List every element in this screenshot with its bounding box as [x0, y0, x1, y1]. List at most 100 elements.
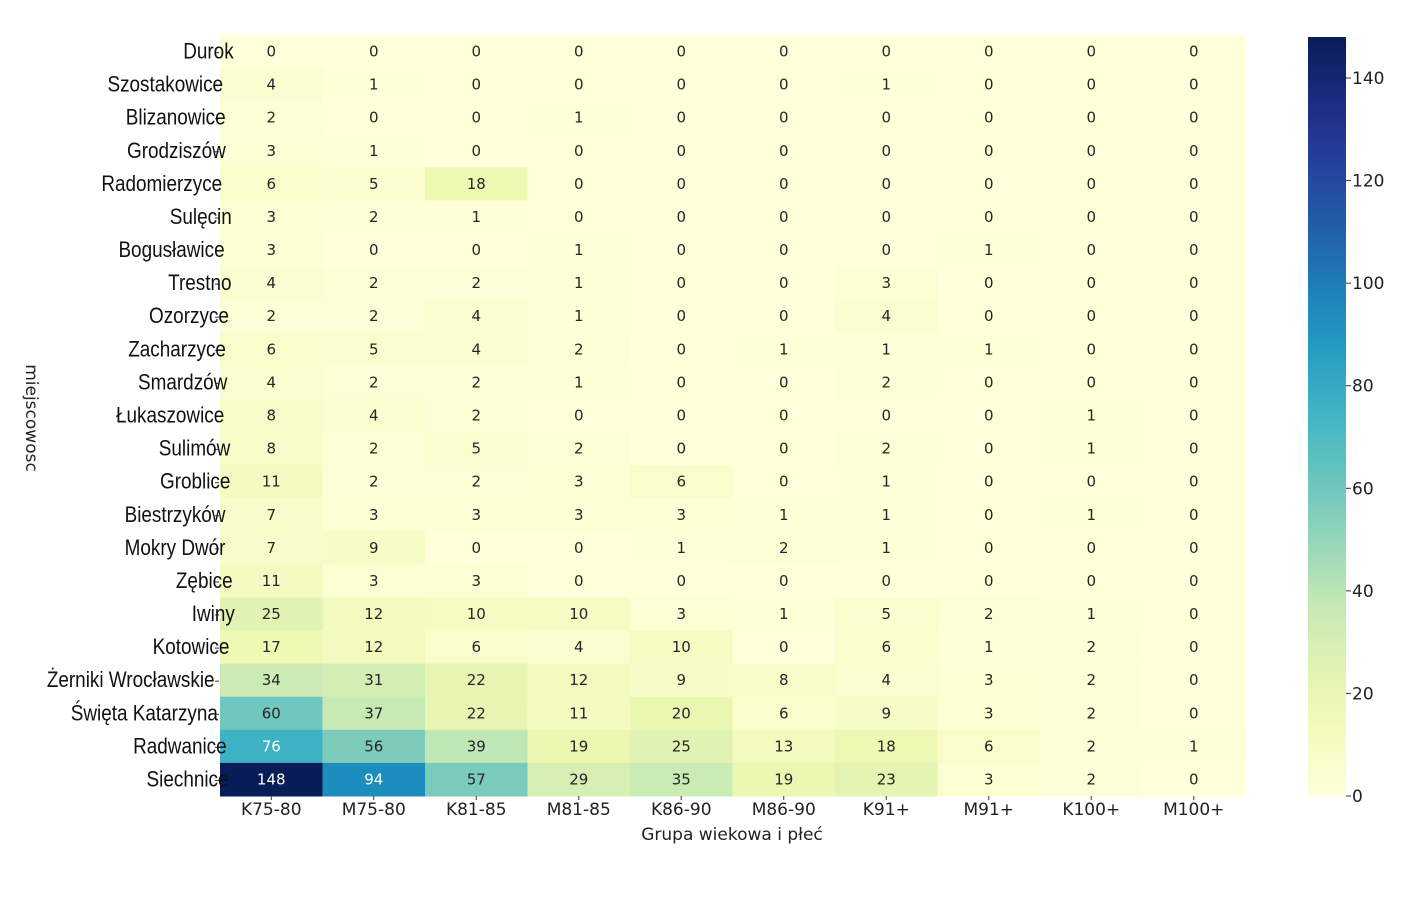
heatmap-cell — [220, 663, 323, 698]
cell-value-label: 0 — [1189, 43, 1199, 61]
cell-value-label: 0 — [984, 407, 994, 425]
cell-value-label: 3 — [574, 506, 584, 524]
cell-value-label: 0 — [471, 142, 481, 160]
cell-value-label: 10 — [672, 638, 691, 656]
heatmap-cell — [630, 365, 733, 400]
cell-value-label: 0 — [881, 572, 891, 590]
heatmap-cell — [835, 465, 938, 499]
heatmap-cell — [937, 663, 1041, 698]
colorbar-tick-label: 120 — [1352, 172, 1384, 192]
heatmap-cell — [425, 498, 528, 532]
cell-value-label: 2 — [471, 407, 481, 425]
heatmap-cell — [220, 531, 323, 565]
cell-value-label: 19 — [569, 737, 588, 755]
heatmap-cell — [1040, 597, 1143, 632]
heatmap-cell — [630, 167, 733, 201]
heatmap-cell — [1142, 200, 1246, 235]
cell-value-label: 6 — [266, 175, 276, 193]
heatmap-cell — [322, 398, 426, 433]
cell-value-label: 0 — [984, 440, 994, 458]
heatmap-cell — [937, 134, 1041, 168]
cell-value-label: 1 — [1086, 440, 1096, 458]
heatmap-cell — [1142, 729, 1246, 764]
cell-value-label: 0 — [779, 638, 789, 656]
cell-value-label: 11 — [569, 704, 588, 722]
heatmap-cell — [527, 465, 631, 499]
heatmap-cell — [1142, 134, 1246, 168]
heatmap-cell — [937, 233, 1041, 268]
heatmap-cell — [1040, 68, 1143, 102]
heatmap-cell — [732, 564, 836, 598]
column-label: M100+ — [1163, 800, 1224, 820]
heatmap-cell — [322, 266, 426, 301]
row-label: Zębice — [176, 569, 233, 594]
row-labels: Durok Szostakowice Blizanowice Grodziszów Ra… — [47, 39, 236, 792]
heatmap-cell — [527, 68, 631, 102]
heatmap-cell — [425, 200, 528, 235]
heatmap-cell — [1040, 663, 1143, 698]
cell-value-label: 0 — [779, 241, 789, 259]
heatmap-cell — [630, 200, 733, 235]
cell-value-label: 0 — [779, 109, 789, 127]
colorbar-tick-label: 40 — [1352, 582, 1374, 602]
heatmap-cell — [937, 167, 1041, 201]
heatmap-cell — [527, 365, 631, 400]
row-label: Żerniki Wrocławskie — [47, 668, 215, 693]
cell-value-label: 0 — [779, 43, 789, 61]
heatmap-cell — [527, 630, 631, 665]
column-label: M81-85 — [547, 800, 611, 820]
heatmap-cell — [835, 266, 938, 301]
heatmap-cell — [425, 465, 528, 499]
heatmap-cell — [835, 762, 938, 797]
cell-value-label: 2 — [369, 274, 379, 292]
row-label: Mokry Dwór — [125, 536, 226, 561]
heatmap-cell — [732, 597, 836, 632]
column-labels: K75-80 M75-80 K81-85 M81-85 K86-90 M86-90 K91+… — [241, 796, 1224, 820]
heatmap-cell — [1142, 498, 1246, 532]
cell-value-label: 0 — [574, 43, 584, 61]
heatmap-cell — [732, 200, 836, 235]
cell-value-label: 0 — [779, 572, 789, 590]
cell-value-label: 0 — [779, 175, 789, 193]
heatmap-cell — [937, 630, 1041, 665]
heatmap-cell — [937, 299, 1041, 334]
cell-value-label: 0 — [1189, 572, 1199, 590]
heatmap-cell — [322, 663, 426, 698]
heatmap-cell — [732, 299, 836, 334]
cell-value-label: 0 — [984, 43, 994, 61]
cell-value-label: 1 — [574, 274, 584, 292]
heatmap-cell — [1142, 233, 1246, 268]
heatmap-cell — [220, 200, 323, 235]
heatmap-cell — [732, 663, 836, 698]
cell-value-label: 0 — [984, 175, 994, 193]
cell-value-label: 9 — [676, 671, 686, 689]
heatmap-cell — [1040, 332, 1143, 367]
cell-value-label: 2 — [984, 605, 994, 623]
heatmap-cell — [1040, 134, 1143, 168]
heatmap-cell — [220, 597, 323, 632]
heatmap-cell — [937, 696, 1041, 731]
heatmap-cell — [1040, 233, 1143, 268]
cell-value-label: 2 — [881, 440, 891, 458]
heatmap-cell — [220, 432, 323, 466]
row-label: Zacharzyce — [128, 337, 226, 362]
heatmap-cell — [732, 398, 836, 433]
heatmap-cell — [835, 398, 938, 433]
cell-value-label: 0 — [1189, 109, 1199, 127]
cell-value-label: 0 — [1189, 241, 1199, 259]
cell-value-label: 0 — [984, 307, 994, 325]
heatmap-cell — [1040, 729, 1143, 764]
row-label: Durok — [183, 39, 234, 64]
heatmap-cell — [937, 597, 1041, 632]
cell-value-label: 37 — [364, 704, 383, 722]
cell-value-label: 1 — [1189, 737, 1199, 755]
cell-value-label: 2 — [1086, 704, 1096, 722]
cell-value-label: 1 — [984, 340, 994, 358]
cell-value-label: 0 — [369, 109, 379, 127]
y-axis-label: miejscowosc — [21, 364, 41, 472]
heatmap-cell — [220, 762, 323, 797]
heatmap-cell — [835, 531, 938, 565]
cell-value-label: 2 — [369, 373, 379, 391]
cell-value-label: 0 — [1189, 539, 1199, 557]
column-label: K91+ — [863, 800, 910, 820]
